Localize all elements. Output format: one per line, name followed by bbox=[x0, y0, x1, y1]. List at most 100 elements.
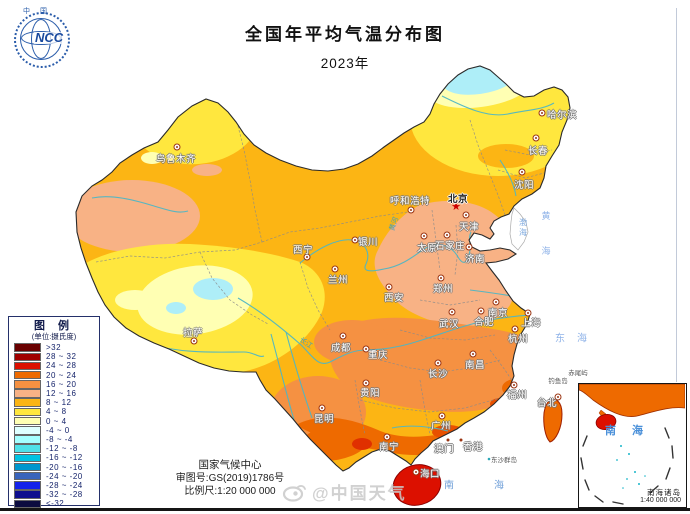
legend-swatch bbox=[14, 361, 41, 371]
city-marker-北京: ★ bbox=[451, 201, 461, 213]
city-label: 太原 bbox=[416, 243, 438, 254]
city-label: 海口 bbox=[419, 469, 441, 480]
legend-swatch bbox=[14, 416, 41, 426]
agency-name: 国家气候中心 bbox=[198, 459, 262, 471]
map-title: 全国年平均气温分布图 bbox=[245, 25, 445, 44]
city-label: 石家庄 bbox=[434, 241, 466, 252]
city-label: 郑州 bbox=[432, 284, 454, 295]
city-marker-广州 bbox=[438, 412, 446, 420]
legend-row: -32 ~ -28 bbox=[9, 490, 99, 499]
map-text-label: 赤尾屿 bbox=[568, 370, 588, 377]
legend-row: 16 ~ 20 bbox=[9, 380, 99, 389]
legend-label: -12 ~ -8 bbox=[46, 444, 78, 454]
legend-swatch bbox=[14, 398, 41, 407]
legend-label: -24 ~ -20 bbox=[46, 471, 83, 481]
city-marker-澳门 bbox=[446, 438, 450, 442]
legend-row: 12 ~ 16 bbox=[9, 389, 99, 398]
legend-label: -4 ~ 0 bbox=[46, 425, 70, 435]
city-marker-拉萨 bbox=[190, 337, 198, 345]
city-marker-重庆 bbox=[362, 345, 370, 353]
city-label: 乌鲁木齐 bbox=[155, 154, 197, 165]
legend-swatch bbox=[14, 462, 41, 472]
legend-unit: (单位:摄氏度) bbox=[31, 332, 77, 341]
legend-swatch bbox=[14, 426, 41, 435]
city-label: 武汉 bbox=[438, 319, 460, 330]
map-text-label: 南海 bbox=[444, 480, 544, 492]
legend-row: 8 ~ 12 bbox=[9, 398, 99, 407]
city-marker-福州 bbox=[510, 381, 518, 389]
city-marker-上海 bbox=[524, 309, 532, 317]
city-label: 杭州 bbox=[507, 334, 529, 345]
hainan-island bbox=[392, 464, 442, 506]
city-label: 哈尔滨 bbox=[546, 110, 578, 121]
legend-label: >32 bbox=[46, 343, 62, 353]
legend-swatch bbox=[14, 407, 41, 417]
city-marker-西宁 bbox=[303, 253, 311, 261]
inset-sea-label: 南海 bbox=[605, 425, 659, 437]
map-scale: 比例尺:1:20 000 000 bbox=[184, 486, 276, 497]
legend-swatch bbox=[14, 380, 41, 389]
inset-caption: 南海诸岛 1:40 000 000 bbox=[640, 488, 681, 505]
map-text-label: 渤海 bbox=[518, 218, 528, 238]
legend-label: 16 ~ 20 bbox=[46, 379, 77, 389]
legend-swatch bbox=[14, 389, 41, 398]
legend-label: 8 ~ 12 bbox=[46, 398, 72, 408]
legend-row: -8 ~ -4 bbox=[9, 435, 99, 444]
city-label: 广州 bbox=[430, 421, 452, 432]
legend-swatch bbox=[14, 435, 41, 444]
city-marker-太原 bbox=[420, 232, 428, 240]
ncc-emblem-icon: 中国 NCC bbox=[12, 6, 72, 68]
city-marker-南京 bbox=[492, 298, 500, 306]
legend-label: 20 ~ 24 bbox=[46, 370, 77, 380]
legend-swatch bbox=[14, 343, 41, 352]
city-marker-南宁 bbox=[383, 433, 391, 441]
logo-top-text: 中国 bbox=[23, 8, 57, 15]
map-year: 2023年 bbox=[320, 56, 370, 71]
inset-islands bbox=[616, 445, 646, 489]
city-label: 贵阳 bbox=[359, 388, 381, 399]
city-label: 济南 bbox=[464, 254, 486, 265]
city-label: 南宁 bbox=[378, 442, 400, 453]
city-marker-昆明 bbox=[318, 404, 326, 412]
legend-row: -20 ~ -16 bbox=[9, 462, 99, 472]
legend-label: 24 ~ 28 bbox=[46, 361, 77, 371]
legend-swatch bbox=[14, 453, 41, 463]
city-label: 北京 bbox=[447, 194, 469, 205]
city-marker-哈尔滨 bbox=[538, 109, 546, 117]
legend-label: 4 ~ 8 bbox=[46, 407, 67, 417]
china-national-boundary bbox=[75, 65, 571, 472]
city-label: 重庆 bbox=[367, 350, 389, 361]
nine-dash-line bbox=[580, 427, 674, 505]
legend-swatch bbox=[14, 370, 41, 380]
legend-row: -4 ~ 0 bbox=[9, 426, 99, 435]
legend-row: 28 ~ 32 bbox=[9, 352, 99, 361]
dongsha-islands-dot bbox=[487, 457, 491, 461]
city-label: 沈阳 bbox=[513, 180, 535, 191]
legend-row: 4 ~ 8 bbox=[9, 407, 99, 416]
inset-map bbox=[579, 384, 686, 505]
legend-row: 0 ~ 4 bbox=[9, 417, 99, 426]
map-text-label: 钓鱼岛 bbox=[548, 378, 568, 385]
taiwan-island bbox=[543, 399, 563, 443]
city-label: 天津 bbox=[458, 222, 480, 233]
legend-row: >32 bbox=[9, 343, 99, 352]
city-label: 南京 bbox=[487, 308, 509, 319]
map-text-label: 东海 bbox=[555, 333, 599, 345]
city-marker-兰州 bbox=[331, 265, 339, 273]
city-label: 南昌 bbox=[464, 360, 486, 371]
city-marker-郑州 bbox=[437, 274, 445, 282]
watermark: @中国天气 bbox=[282, 479, 407, 504]
legend-swatch bbox=[14, 481, 41, 490]
city-marker-济南 bbox=[465, 243, 473, 251]
city-label: 长沙 bbox=[427, 369, 449, 380]
city-label: 拉萨 bbox=[182, 328, 204, 339]
legend-label: 28 ~ 32 bbox=[46, 352, 77, 362]
approval-number: 审图号:GS(2019)1786号 bbox=[175, 473, 285, 484]
city-label: 上海 bbox=[520, 318, 542, 329]
city-marker-武汉 bbox=[448, 308, 456, 316]
city-marker-杭州 bbox=[511, 325, 519, 333]
weibo-eye-icon bbox=[282, 484, 306, 502]
city-marker-呼和浩特 bbox=[407, 206, 415, 214]
